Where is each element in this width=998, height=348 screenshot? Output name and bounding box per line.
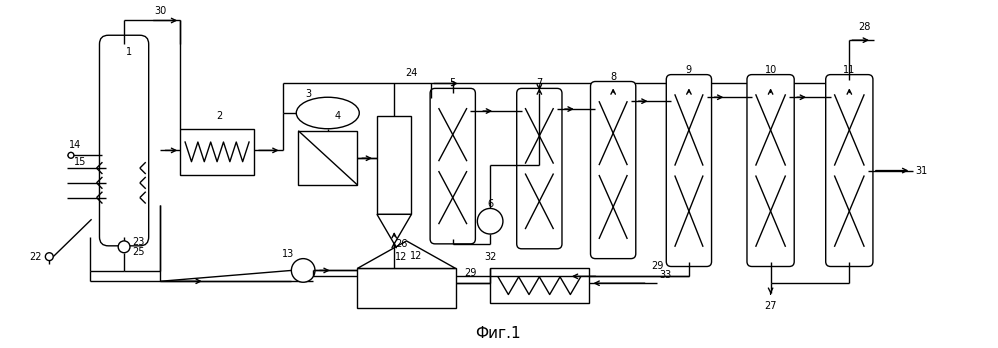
Text: 29: 29	[464, 268, 477, 278]
Text: 12: 12	[410, 251, 422, 261]
Bar	[357, 268, 456, 308]
Text: 31: 31	[915, 166, 927, 175]
Text: 23: 23	[133, 237, 145, 247]
Circle shape	[45, 253, 53, 261]
Bar	[377, 116, 411, 214]
Text: Фиг.1: Фиг.1	[475, 326, 521, 341]
Text: 32: 32	[484, 252, 496, 262]
Bar	[181, 129, 253, 175]
Text: 3: 3	[305, 89, 311, 99]
FancyBboxPatch shape	[517, 88, 562, 249]
FancyBboxPatch shape	[591, 81, 636, 259]
Text: 29: 29	[652, 261, 664, 271]
Text: 13: 13	[282, 249, 294, 259]
Circle shape	[291, 259, 315, 282]
FancyBboxPatch shape	[100, 35, 149, 246]
Text: 6: 6	[487, 198, 493, 208]
Text: 8: 8	[610, 72, 616, 81]
Text: 7: 7	[536, 78, 543, 88]
Text: 11: 11	[843, 65, 855, 75]
Text: 12: 12	[395, 252, 408, 262]
Text: 27: 27	[764, 301, 776, 311]
Polygon shape	[357, 241, 456, 268]
FancyBboxPatch shape	[430, 88, 475, 244]
Ellipse shape	[296, 97, 359, 129]
FancyBboxPatch shape	[747, 74, 794, 267]
Text: 30: 30	[155, 6, 167, 16]
Text: 2: 2	[217, 111, 223, 121]
Text: 15: 15	[74, 157, 86, 167]
Circle shape	[68, 152, 74, 158]
Bar	[490, 268, 589, 303]
Circle shape	[477, 208, 503, 234]
Polygon shape	[377, 214, 411, 244]
Text: 28: 28	[858, 22, 870, 32]
Text: 9: 9	[686, 65, 692, 75]
Text: 10: 10	[764, 65, 776, 75]
Text: 5: 5	[450, 78, 456, 88]
Text: 4: 4	[334, 111, 340, 121]
Text: 33: 33	[659, 270, 672, 280]
Text: 1: 1	[126, 47, 132, 57]
Text: 22: 22	[29, 252, 42, 262]
Text: 24: 24	[405, 68, 417, 78]
Text: 14: 14	[69, 141, 81, 150]
Text: 26: 26	[395, 239, 408, 249]
Circle shape	[118, 241, 130, 253]
FancyBboxPatch shape	[667, 74, 712, 267]
Bar	[298, 131, 357, 185]
FancyBboxPatch shape	[825, 74, 873, 267]
Text: 25: 25	[133, 247, 145, 257]
